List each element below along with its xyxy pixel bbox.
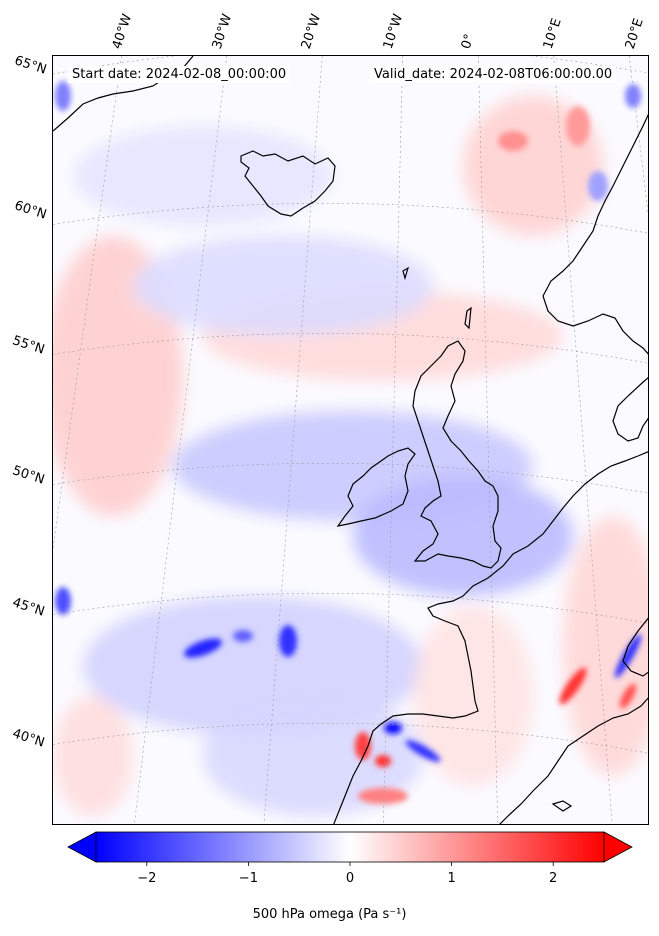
colorbar-label: 500 hPa omega (Pa s⁻¹) — [252, 907, 407, 922]
valid-date-label: Valid_date: 2024-02-08T06:00:00.00 — [370, 66, 617, 83]
colorbar-tick-label: −2 — [137, 871, 157, 886]
lon-label-30w: 30°W — [209, 12, 236, 51]
lon-label-20e: 20°E — [622, 16, 647, 51]
lon-label-20w: 20°W — [298, 12, 325, 51]
colorbar-tick-label: 2 — [549, 871, 558, 886]
colorbar-extend-low — [67, 831, 97, 863]
colorbar-extend-high — [603, 831, 633, 863]
colorbar-gradient — [95, 831, 605, 863]
lon-label-10e: 10°E — [540, 16, 565, 51]
lon-label-10w: 10°W — [380, 12, 407, 51]
lat-label-60n: 60°N — [12, 198, 49, 223]
lon-label-0: 0° — [458, 32, 478, 51]
omega-field-map — [53, 56, 648, 824]
colorbar — [67, 831, 633, 866]
lat-label-65n: 65°N — [12, 53, 49, 78]
colorbar-tick-label: −1 — [238, 871, 258, 886]
map-panel — [52, 55, 649, 825]
graticule — [53, 56, 648, 824]
colorbar-tick-label: 1 — [447, 871, 456, 886]
omega-shading — [53, 96, 648, 816]
lat-label-40n: 40°N — [10, 726, 47, 751]
omega-strong-features — [55, 81, 642, 804]
lat-label-50n: 50°N — [10, 463, 47, 488]
lat-label-55n: 55°N — [10, 333, 47, 358]
lat-label-45n: 45°N — [10, 595, 47, 620]
start-date-label: Start date: 2024-02-08_00:00:00 — [68, 66, 291, 83]
lon-label-40w: 40°W — [109, 12, 136, 51]
colorbar-tick-label: 0 — [345, 871, 355, 886]
